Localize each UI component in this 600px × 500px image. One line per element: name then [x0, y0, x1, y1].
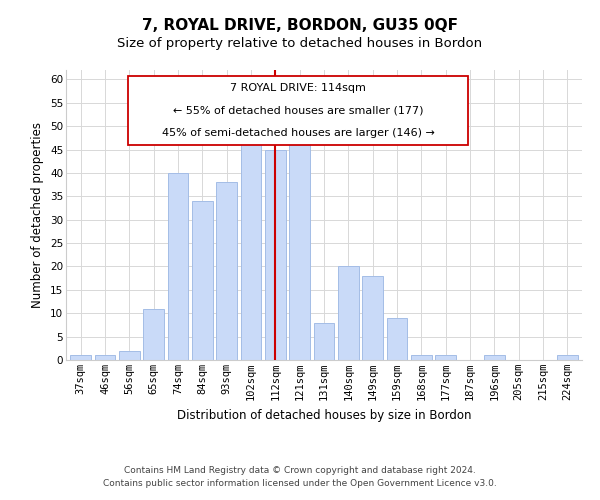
Y-axis label: Number of detached properties: Number of detached properties	[31, 122, 44, 308]
Bar	[436, 356, 456, 360]
Bar	[241, 136, 262, 360]
FancyBboxPatch shape	[128, 76, 469, 146]
Bar	[314, 322, 334, 360]
Bar	[484, 356, 505, 360]
X-axis label: Distribution of detached houses by size in Bordon: Distribution of detached houses by size …	[177, 408, 471, 422]
Bar	[192, 201, 212, 360]
Bar	[167, 173, 188, 360]
Bar	[216, 182, 237, 360]
Bar	[70, 356, 91, 360]
Bar	[557, 356, 578, 360]
Text: 45% of semi-detached houses are larger (146) →: 45% of semi-detached houses are larger (…	[162, 128, 434, 138]
Bar	[411, 356, 432, 360]
Text: ← 55% of detached houses are smaller (177): ← 55% of detached houses are smaller (17…	[173, 106, 424, 116]
Bar	[119, 350, 140, 360]
Bar	[95, 356, 115, 360]
Bar	[386, 318, 407, 360]
Text: 7, ROYAL DRIVE, BORDON, GU35 0QF: 7, ROYAL DRIVE, BORDON, GU35 0QF	[142, 18, 458, 32]
Bar	[143, 308, 164, 360]
Bar	[362, 276, 383, 360]
Bar	[265, 150, 286, 360]
Text: 7 ROYAL DRIVE: 114sqm: 7 ROYAL DRIVE: 114sqm	[230, 84, 366, 94]
Text: Size of property relative to detached houses in Bordon: Size of property relative to detached ho…	[118, 38, 482, 51]
Bar	[338, 266, 359, 360]
Text: Contains HM Land Registry data © Crown copyright and database right 2024.
Contai: Contains HM Land Registry data © Crown c…	[103, 466, 497, 487]
Bar	[289, 145, 310, 360]
